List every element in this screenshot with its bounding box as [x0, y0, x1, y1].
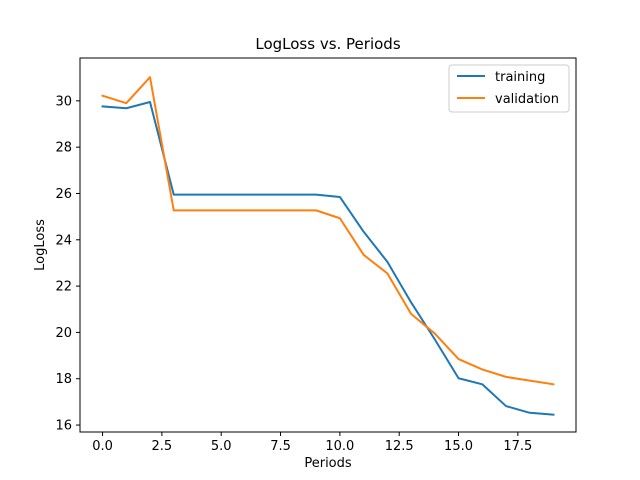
y-tick-label: 20: [55, 326, 72, 341]
legend-validation-label: validation: [495, 92, 559, 107]
x-tick-label: 17.5: [503, 439, 532, 454]
x-tick-label: 15.0: [444, 439, 473, 454]
legend: training validation: [448, 64, 570, 113]
plot-series-group: [101, 76, 555, 416]
x-tick-label: 10.0: [325, 439, 354, 454]
y-tick-label: 22: [55, 280, 72, 295]
y-tick-label: 18: [55, 372, 72, 387]
y-tick-label: 30: [55, 94, 72, 109]
y-tick-label: 24: [55, 233, 72, 248]
y-axis-ticks: 16 18 20 22 24 26 28 30: [55, 94, 80, 434]
training-series-line: [101, 101, 555, 416]
x-tick-label: 7.5: [270, 439, 291, 454]
x-axis-label: Periods: [304, 456, 352, 471]
y-axis-label: LogLoss: [33, 219, 48, 271]
plot-frame: [79, 57, 577, 433]
y-tick-label: 26: [55, 187, 72, 202]
x-tick-label: 5.0: [211, 439, 232, 454]
x-tick-label: 2.5: [152, 439, 173, 454]
y-tick-label: 28: [55, 141, 72, 156]
x-tick-label: 12.5: [385, 439, 414, 454]
x-tick-label: 0.0: [92, 439, 113, 454]
legend-training-label: training: [495, 70, 545, 85]
x-axis-ticks: 0.0 2.5 5.0 7.5 10.0 12.5 15.0 17.5: [92, 432, 532, 454]
chart-title: LogLoss vs. Periods: [255, 35, 400, 53]
validation-series-line: [101, 76, 555, 386]
y-tick-label: 16: [55, 419, 72, 434]
